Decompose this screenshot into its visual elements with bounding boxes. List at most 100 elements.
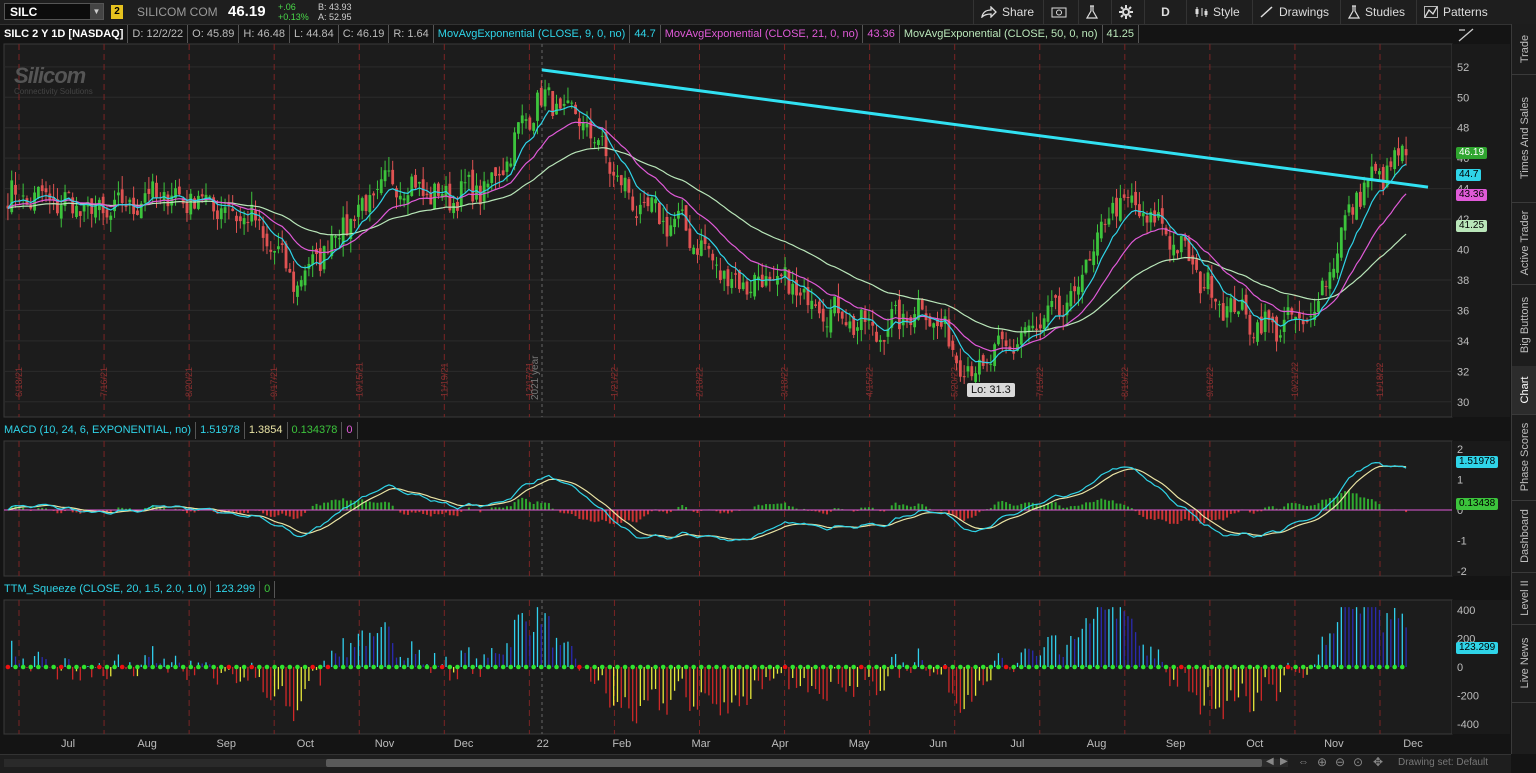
squeeze-dot (630, 664, 636, 670)
squeeze-dot (1102, 664, 1108, 670)
macd-histogram-bar (913, 505, 916, 510)
macd-histogram-bar (1252, 510, 1255, 514)
candle-body (196, 195, 200, 209)
tab-active-trader[interactable]: Active Trader (1512, 202, 1536, 285)
candle-body (280, 243, 284, 245)
tab-trade[interactable]: Trade (1512, 24, 1536, 75)
price-tick-label: 32 (1457, 366, 1469, 378)
candle-body (21, 195, 25, 197)
date-marker-label: 8/19/22 (1120, 367, 1130, 397)
symbol-dropdown-icon[interactable]: ▼ (90, 4, 103, 19)
aggregation-button[interactable]: D (1144, 0, 1186, 24)
squeeze-dot (577, 664, 582, 670)
macd-histogram-bar (826, 510, 829, 515)
macd-histogram-bar (1016, 505, 1019, 510)
macd-histogram-bar (639, 510, 642, 520)
candle-body (1229, 298, 1233, 313)
x-axis-label: Nov (1324, 738, 1344, 750)
ema9-label[interactable]: MovAvgExponential (CLOSE, 9, 0, no) (434, 25, 631, 43)
chart-canvas[interactable]: 6/18/21 7/16/21 8/20/21 9/17/21 10/15/21 11/1… (0, 0, 1511, 754)
candle-body (116, 192, 120, 196)
macd-histogram-bar (1199, 510, 1202, 524)
style-button[interactable]: Style (1186, 0, 1252, 24)
tab-live-news-label: Live News (1518, 637, 1531, 689)
scroll-right-icon[interactable]: ▶ (1280, 756, 1288, 767)
settings-button[interactable] (1111, 0, 1144, 24)
percent-change: +0.13% (278, 12, 309, 22)
macd-histogram-bar (955, 510, 958, 518)
candle-body (905, 318, 909, 323)
ttm-label[interactable]: TTM_Squeeze (CLOSE, 20, 1.5, 2.0, 1.0) (4, 581, 212, 598)
candle-body (1225, 306, 1229, 318)
tab-phase-scores[interactable]: Phase Scores (1512, 414, 1536, 501)
squeeze-dot (1232, 664, 1237, 670)
zoom-reset-icon[interactable]: ⊙ (1353, 755, 1364, 769)
ema50-label[interactable]: MovAvgExponential (CLOSE, 50, 0, no) (900, 25, 1103, 43)
candle-body (585, 123, 589, 128)
squeeze-dot (942, 664, 948, 670)
candle-body (219, 208, 223, 220)
squeeze-dot (409, 664, 415, 670)
macd-histogram-bar (795, 508, 798, 510)
macd-histogram-bar (1233, 510, 1236, 514)
squeeze-dot (20, 664, 26, 670)
macd-histogram-bar (1195, 510, 1198, 522)
ema21-line (7, 121, 1407, 352)
drawings-button[interactable]: Drawings (1252, 0, 1340, 24)
tab-big-buttons[interactable]: Big Buttons (1512, 284, 1536, 367)
candle-body (425, 193, 429, 196)
squeeze-dot (1140, 664, 1146, 670)
squeeze-dot (508, 664, 514, 670)
candle-body (1187, 238, 1191, 262)
squeeze-dot (912, 664, 917, 670)
scroll-left-icon[interactable]: ◀ (1266, 756, 1274, 767)
pan-icon[interactable]: ✥ (1373, 755, 1384, 769)
macd-histogram-bar (239, 510, 242, 514)
flask-button[interactable] (1078, 0, 1111, 24)
macd-histogram-bar (1043, 504, 1046, 510)
studies-button[interactable]: Studies (1340, 0, 1416, 24)
tab-level-ii[interactable]: Level II (1512, 572, 1536, 625)
tab-times-and-sales[interactable]: Times And Sales (1512, 74, 1536, 203)
symbol-input[interactable]: SILC (4, 3, 104, 20)
candle-body (1294, 316, 1298, 320)
candle-body (147, 188, 151, 194)
squeeze-dot (897, 664, 902, 670)
macd-histogram-bar (422, 510, 425, 514)
candle-body (318, 248, 322, 271)
scrollbar-thumb[interactable] (326, 759, 1262, 767)
squeeze-dot (386, 664, 392, 670)
link-group-badge[interactable]: 2 (111, 5, 123, 19)
candle-body (939, 320, 943, 327)
bar-range: R: 1.64 (389, 25, 434, 43)
candle-body (94, 204, 97, 218)
zoom-in-icon[interactable]: ⊕ (1317, 755, 1328, 769)
macd-histogram-bar (425, 510, 428, 515)
candle-body (265, 233, 269, 247)
date-marker-label: 8/20/21 (184, 367, 194, 397)
squeeze-dot (1377, 664, 1382, 670)
macd-histogram-bar (1096, 499, 1099, 510)
tab-chart[interactable]: Chart (1512, 366, 1536, 415)
candle-body (722, 270, 726, 279)
candle-body (654, 199, 657, 204)
ema21-label[interactable]: MovAvgExponential (CLOSE, 21, 0, no) (661, 25, 864, 43)
candle-body (1374, 163, 1378, 171)
zoom-out-icon[interactable]: ⊖ (1335, 755, 1346, 769)
tab-live-news[interactable]: Live News (1512, 624, 1536, 703)
macd-label[interactable]: MACD (10, 24, 6, EXPONENTIAL, no) (4, 422, 197, 439)
patterns-button[interactable]: Patterns (1416, 0, 1504, 24)
drawing-tool-icon[interactable] (1458, 27, 1474, 46)
macd-line (7, 461, 1407, 542)
squeeze-dot (1201, 664, 1207, 670)
share-button[interactable]: Share (973, 0, 1043, 24)
expand-icon[interactable]: ⇔ (1298, 756, 1309, 768)
macd-histogram-bar (780, 503, 783, 510)
macd-histogram-bar (1286, 503, 1289, 510)
macd-histogram-bar (753, 506, 756, 510)
tab-dashboard[interactable]: Dashboard (1512, 500, 1536, 573)
snapshot-button[interactable] (1043, 0, 1078, 24)
squeeze-dot (478, 664, 483, 670)
squeeze-dot (1011, 664, 1016, 670)
squeeze-dot (97, 664, 102, 670)
